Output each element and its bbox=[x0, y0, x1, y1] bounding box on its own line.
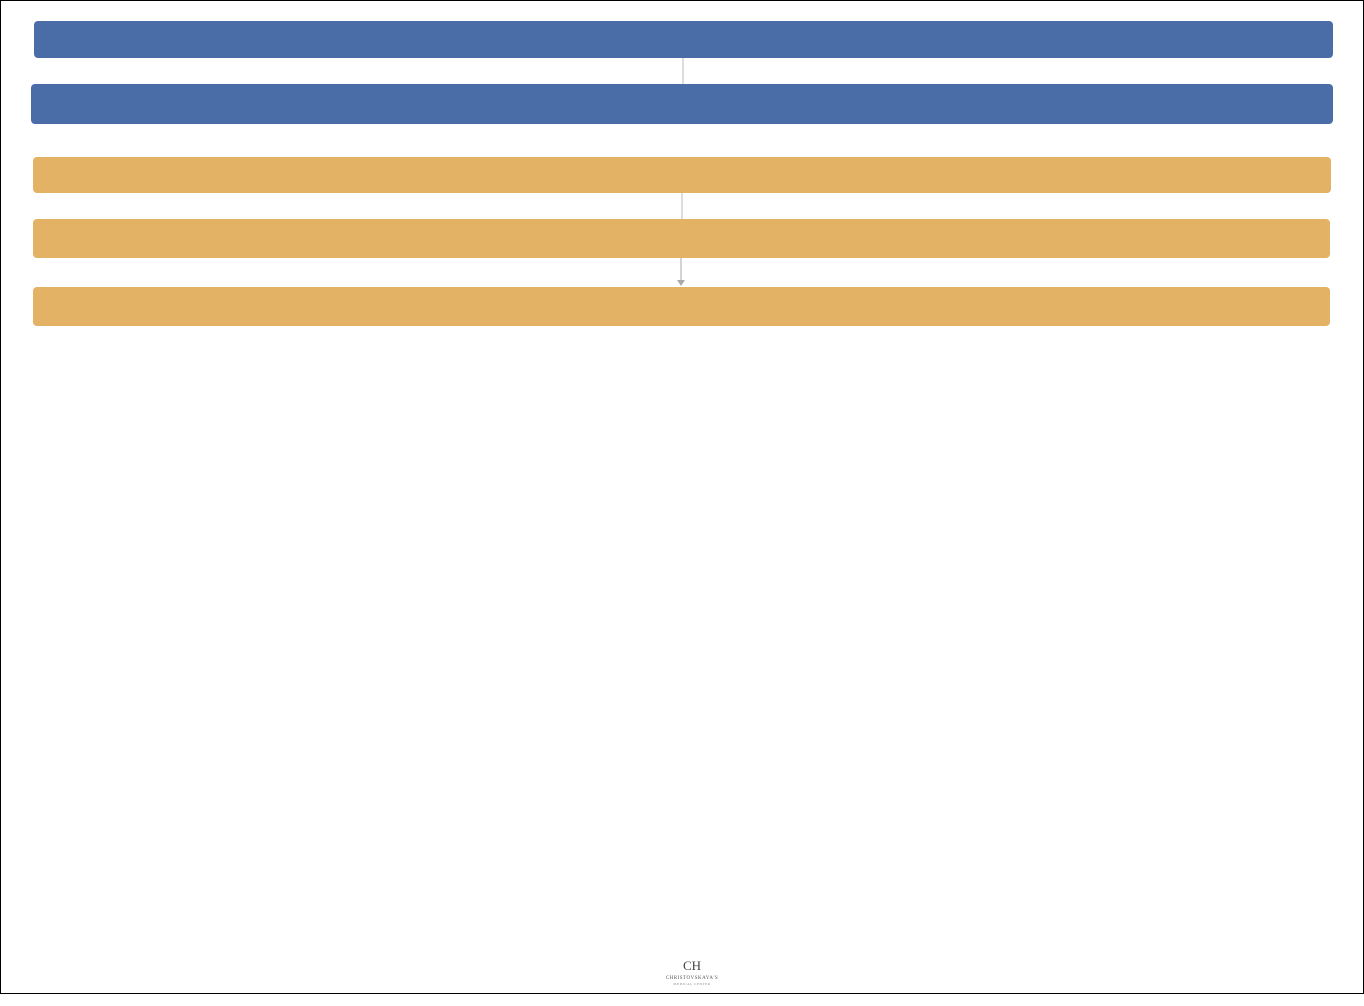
flow-box bbox=[34, 21, 1333, 58]
flow-box bbox=[33, 157, 1331, 193]
flow-box bbox=[31, 84, 1333, 124]
logo-name: CHRISTOVSKAYA'S bbox=[666, 976, 718, 981]
flow-box bbox=[33, 219, 1330, 258]
flow-box bbox=[33, 287, 1330, 326]
logo-monogram: CH bbox=[683, 958, 701, 973]
arrow-head bbox=[677, 280, 685, 286]
logo-tagline: MEDICAL CENTER bbox=[673, 982, 710, 986]
